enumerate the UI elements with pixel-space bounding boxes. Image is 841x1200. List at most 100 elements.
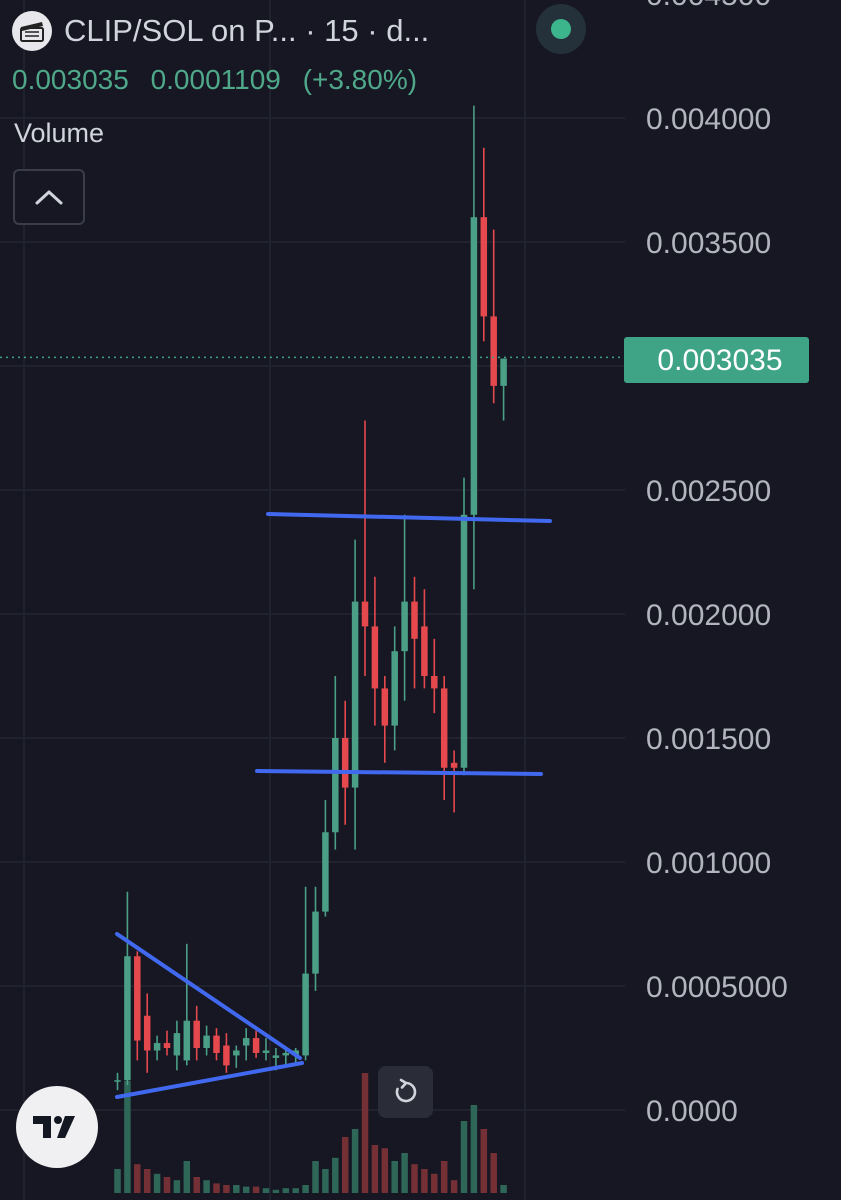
- volume-bar: [213, 1183, 220, 1193]
- candle-body: [134, 956, 141, 1041]
- volume-bars: [114, 1073, 507, 1193]
- volume-bar: [183, 1161, 191, 1193]
- volume-bar: [351, 1129, 359, 1193]
- trend-line-1: [115, 1061, 304, 1099]
- trend-line-2: [266, 512, 552, 523]
- last-price-tag: 0.003035: [624, 337, 809, 383]
- volume-bar: [332, 1157, 339, 1193]
- symbol-title[interactable]: CLIP/SOL on P... · 15 · d...: [64, 13, 430, 48]
- candle-body: [183, 1020, 191, 1061]
- trend-line-0: [115, 932, 302, 1060]
- volume-bar: [262, 1188, 270, 1193]
- candle-body: [401, 601, 408, 652]
- price-axis[interactable]: 0.0045000.0040000.0035000.0030000.002500…: [646, 0, 788, 1128]
- volume-bar: [292, 1188, 299, 1193]
- y-tick-label: 0.001000: [646, 847, 771, 880]
- candle-body: [124, 956, 131, 1081]
- volume-bar: [470, 1105, 478, 1193]
- volume-label: Volume: [14, 118, 105, 148]
- volume-bar: [173, 1180, 181, 1193]
- candle-body: [431, 676, 438, 689]
- market-status[interactable]: [536, 4, 586, 54]
- volume-bar: [242, 1186, 250, 1193]
- volume-bar: [312, 1161, 319, 1193]
- y-tick-label: 0.0000: [646, 1095, 738, 1128]
- y-tick-label: 0.001500: [646, 723, 771, 756]
- candle-body: [480, 217, 488, 317]
- candle-body: [460, 514, 468, 768]
- volume-bar: [490, 1153, 497, 1193]
- candle-body: [361, 601, 369, 627]
- volume-bar: [371, 1145, 379, 1193]
- collapse-legend-button[interactable]: [13, 169, 85, 225]
- ohlc-legend: 0.003035 0.0001109 (+3.80%): [12, 64, 431, 96]
- volume-bar: [480, 1129, 488, 1193]
- chevron-up-icon: [35, 190, 63, 205]
- volume-bar: [143, 1169, 151, 1193]
- price-change-percent: (+3.80%): [302, 64, 418, 95]
- candle-body: [421, 626, 428, 676]
- volume-bar: [272, 1189, 280, 1193]
- y-tick-label: 0.004000: [646, 103, 771, 136]
- volume-bar: [440, 1161, 448, 1193]
- y-tick-label: 0.003500: [646, 227, 771, 260]
- candle-body: [470, 217, 478, 515]
- candle-body: [282, 1052, 290, 1056]
- volume-bar: [252, 1186, 260, 1193]
- status-dot-icon: [551, 19, 571, 39]
- last-price-tag-text: 0.003035: [657, 344, 782, 377]
- volume-bar: [114, 1169, 121, 1193]
- close-price: 0.003035: [12, 64, 129, 95]
- volume-bar: [223, 1185, 230, 1193]
- reset-icon: [395, 1078, 416, 1103]
- volume-bar: [203, 1180, 210, 1193]
- price-change: 0.0001109: [150, 64, 281, 95]
- volume-bar: [421, 1169, 428, 1193]
- volume-bar: [153, 1173, 161, 1193]
- candle-body: [153, 1043, 161, 1051]
- volume-bar: [450, 1180, 458, 1193]
- clapperboard-icon: [12, 11, 52, 51]
- volume-bar: [411, 1164, 418, 1193]
- candle-body: [272, 1055, 280, 1058]
- reset-chart-button[interactable]: [378, 1066, 433, 1118]
- volume-bar: [193, 1177, 200, 1193]
- volume-bar: [163, 1177, 171, 1193]
- tradingview-logo-icon[interactable]: [16, 1086, 98, 1168]
- volume-bar: [391, 1161, 398, 1193]
- candle-body: [391, 651, 398, 726]
- last-price-tag-bg: [624, 337, 809, 383]
- trend-lines[interactable]: [115, 512, 552, 1099]
- symbol-header[interactable]: CLIP/SOL on P... · 15 · d...: [12, 8, 429, 54]
- volume-bar: [233, 1185, 240, 1193]
- candle-body: [163, 1043, 171, 1048]
- candle-body: [351, 601, 359, 788]
- volume-bar: [361, 1073, 369, 1193]
- y-tick-label: 0.002000: [646, 599, 771, 632]
- candle-body: [450, 762, 458, 768]
- candle-body: [500, 358, 507, 386]
- y-tick-label: 0.004500: [646, 0, 771, 12]
- candle-body: [381, 688, 389, 726]
- volume-bar: [302, 1185, 309, 1193]
- candle-body: [242, 1038, 250, 1046]
- grid-lines: [0, 0, 625, 1200]
- trend-line-3: [255, 769, 543, 776]
- candle-body: [193, 1020, 200, 1048]
- candle-body: [223, 1045, 230, 1066]
- volume-bar: [500, 1185, 507, 1193]
- volume-bar: [401, 1153, 408, 1193]
- candle-body: [213, 1035, 220, 1053]
- candle-body: [252, 1038, 260, 1053]
- candle-body: [312, 911, 319, 974]
- volume-bar: [431, 1173, 438, 1193]
- candle-body: [262, 1050, 270, 1053]
- volume-bar: [124, 1081, 131, 1193]
- candle-body: [411, 601, 418, 639]
- candle-body: [440, 688, 448, 768]
- candle-body: [302, 973, 309, 1056]
- candle-body: [203, 1035, 210, 1048]
- candle-body: [332, 738, 339, 833]
- candle-body: [490, 316, 497, 386]
